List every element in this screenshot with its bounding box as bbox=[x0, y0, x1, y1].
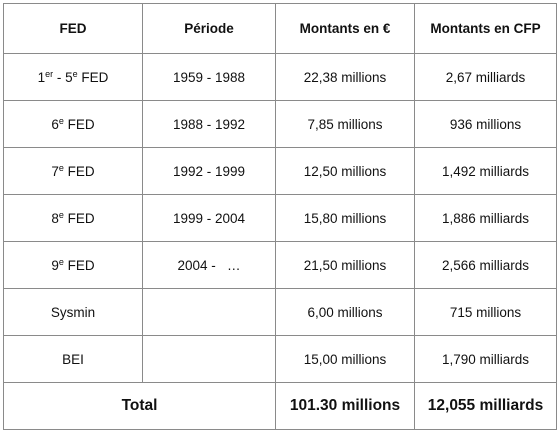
header-cell: Montants en € bbox=[275, 3, 415, 54]
table-cell: 1,492 milliards bbox=[414, 147, 557, 195]
text-segment: FED bbox=[63, 258, 95, 273]
table-cell: 6e FED bbox=[3, 100, 143, 148]
table-cell: 15,00 millions bbox=[275, 335, 415, 383]
empty-cell bbox=[142, 335, 276, 383]
table-cell: Sysmin bbox=[3, 288, 143, 336]
table-row: 1er - 5e FED 1959 - 1988 22,38 millions 2,6… bbox=[3, 53, 557, 101]
header-row: FED Période Montants en € Montants en CFP bbox=[3, 3, 557, 54]
text-segment: 6 bbox=[51, 117, 59, 132]
header-cell: Montants en CFP bbox=[414, 3, 557, 54]
fed-table: FED Période Montants en € Montants en CFP 1… bbox=[3, 3, 557, 430]
table-cell: 1959 - 1988 bbox=[142, 53, 276, 101]
table-cell: 1,790 milliards bbox=[414, 335, 557, 383]
text-segment: - 5 bbox=[53, 70, 73, 85]
table-cell: 7,85 millions bbox=[275, 100, 415, 148]
table-cell: 1988 - 1992 bbox=[142, 100, 276, 148]
text-segment: 9 bbox=[51, 258, 59, 273]
total-row: Total 101.30 millions 12,055 milliards bbox=[3, 382, 557, 430]
header-cell: Période bbox=[142, 3, 276, 54]
table-cell: 9e FED bbox=[3, 241, 143, 289]
superscript: er bbox=[45, 69, 54, 79]
table-row: 8e FED 1999 - 2004 15,80 millions 1,886 mil… bbox=[3, 194, 557, 242]
table-row: 9e FED 2004 - … 21,50 millions 2,566 millia… bbox=[3, 241, 557, 289]
table-cell: 1999 - 2004 bbox=[142, 194, 276, 242]
table-row: Sysmin 6,00 millions 715 millions bbox=[3, 288, 557, 336]
table-cell: 22,38 millions bbox=[275, 53, 415, 101]
superscript: e bbox=[58, 210, 64, 220]
total-cfp: 12,055 milliards bbox=[414, 382, 557, 430]
text-segment: 7 bbox=[51, 164, 59, 179]
table-cell: 2004 - … bbox=[142, 241, 276, 289]
table-cell: 2,67 milliards bbox=[414, 53, 557, 101]
table-cell: 1992 - 1999 bbox=[142, 147, 276, 195]
text-segment: FED bbox=[63, 164, 95, 179]
table-cell: 1er - 5e FED bbox=[3, 53, 143, 101]
table-cell: 15,80 millions bbox=[275, 194, 415, 242]
table-header: FED Période Montants en € Montants en CFP bbox=[3, 3, 557, 54]
table-row: 6e FED 1988 - 1992 7,85 millions 936 millio… bbox=[3, 100, 557, 148]
superscript: e bbox=[72, 69, 78, 79]
text-segment: 1 bbox=[37, 70, 46, 85]
table-cell: BEI bbox=[3, 335, 143, 383]
table-cell: 936 millions bbox=[414, 100, 557, 148]
superscript: e bbox=[58, 163, 64, 173]
text-segment: FED bbox=[63, 117, 95, 132]
superscript: e bbox=[58, 116, 64, 126]
table-cell: 1,886 milliards bbox=[414, 194, 557, 242]
text-segment: FED bbox=[63, 211, 95, 226]
superscript: e bbox=[58, 257, 64, 267]
header-cell: FED bbox=[3, 3, 143, 54]
table-row: BEI 15,00 millions 1,790 milliards bbox=[3, 335, 557, 383]
table-cell: 6,00 millions bbox=[275, 288, 415, 336]
total-euro: 101.30 millions bbox=[275, 382, 415, 430]
empty-cell bbox=[142, 288, 276, 336]
table-row: 7e FED 1992 - 1999 12,50 millions 1,492 mil… bbox=[3, 147, 557, 195]
total-label: Total bbox=[3, 382, 276, 430]
text-segment: FED bbox=[77, 70, 109, 85]
text-segment: 8 bbox=[51, 211, 59, 226]
table-cell: 21,50 millions bbox=[275, 241, 415, 289]
table-body: 1er - 5e FED 1959 - 1988 22,38 millions 2,6… bbox=[3, 53, 557, 430]
table-cell: 2,566 milliards bbox=[414, 241, 557, 289]
table-cell: 8e FED bbox=[3, 194, 143, 242]
table-cell: 12,50 millions bbox=[275, 147, 415, 195]
table-cell: 715 millions bbox=[414, 288, 557, 336]
table-cell: 7e FED bbox=[3, 147, 143, 195]
